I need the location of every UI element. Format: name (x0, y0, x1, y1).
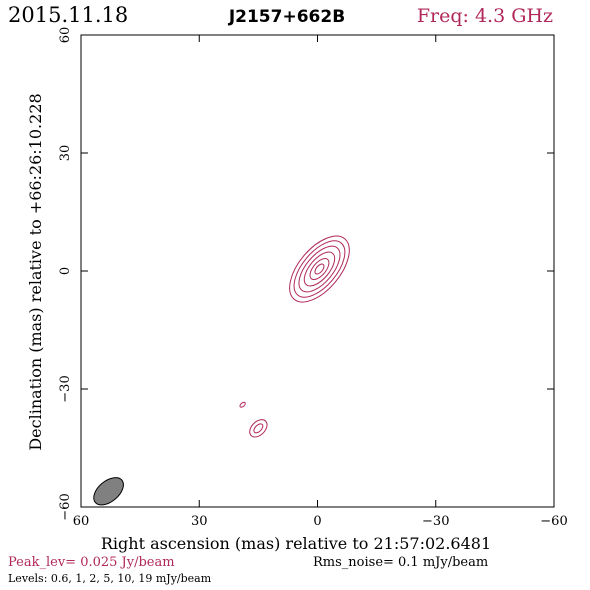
y-tick-label: 60 (58, 27, 73, 44)
beam-ellipse (93, 477, 124, 506)
contour-0-2 (298, 245, 341, 293)
y-axis-label: Declination (mas) relative to +66:26:10.… (26, 93, 45, 450)
source-name: J2157+662B (228, 7, 345, 27)
peak-level: Peak_lev= 0.025 Jy/beam (8, 555, 175, 570)
rms-noise: Rms_noise= 0.1 mJy/beam (313, 555, 488, 570)
x-tick-label: 30 (191, 514, 208, 529)
x-tick-label: −30 (422, 514, 449, 529)
x-axis-label: Right ascension (mas) relative to 21:57:… (101, 534, 491, 553)
y-tick-label: 0 (58, 267, 73, 275)
contour-1-0 (249, 419, 268, 438)
frequency-label: Freq: 4.3 GHz (417, 5, 553, 27)
contour-1-1 (253, 423, 264, 434)
observation-date: 2015.11.18 (8, 3, 128, 27)
x-tick-label: 0 (313, 514, 321, 529)
x-tick-label: −60 (540, 514, 567, 529)
plot-frame (80, 34, 555, 508)
contour-0-1 (293, 240, 346, 298)
contour-0-0 (289, 235, 350, 303)
y-tick-label: −60 (58, 493, 73, 520)
y-tick-label: −30 (58, 375, 73, 402)
contour-levels: Levels: 0.6, 1, 2, 5, 10, 19 mJy/beam (8, 572, 212, 585)
contour-0-4 (309, 258, 330, 281)
y-tick-label: 30 (58, 145, 73, 162)
contour-2-0 (239, 401, 246, 408)
contour-0-5 (314, 263, 325, 275)
contour-0-3 (303, 251, 336, 287)
x-tick-label: 60 (73, 514, 90, 529)
